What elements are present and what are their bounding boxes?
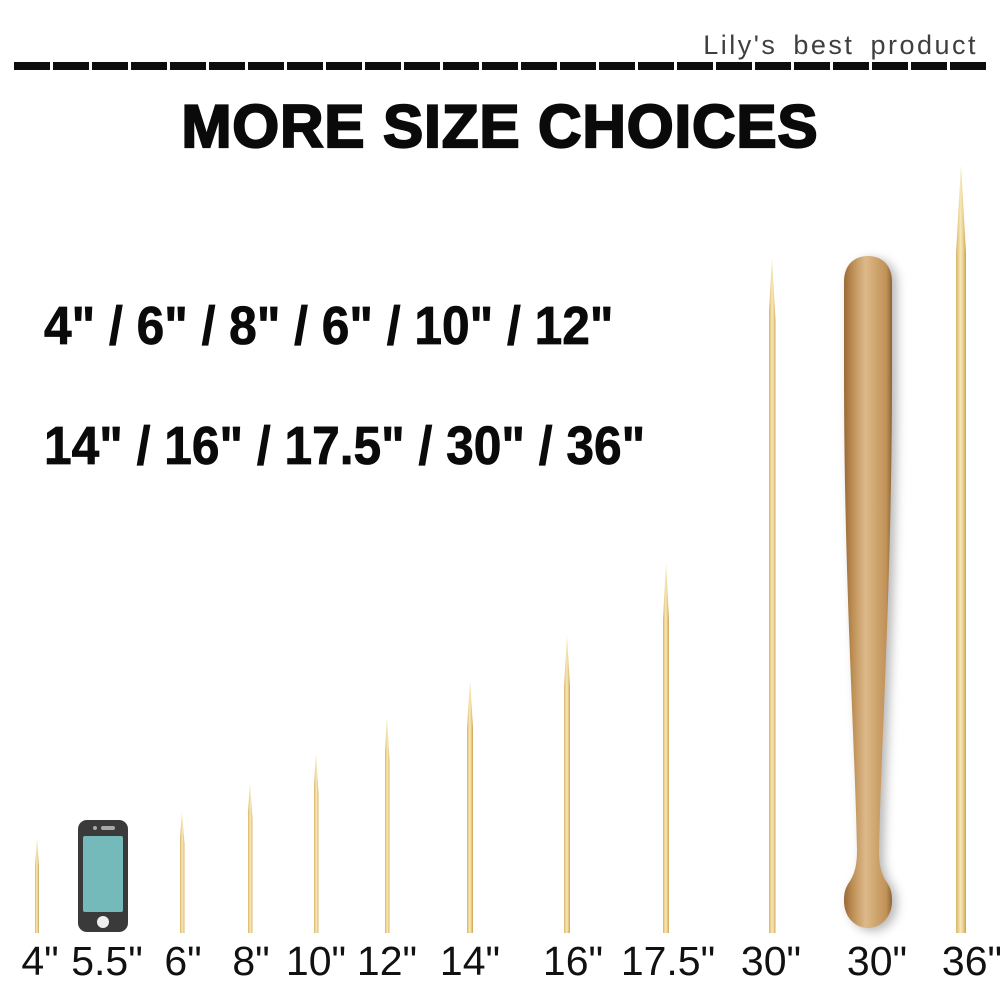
size-label-9: 30": [740, 938, 802, 984]
bamboo-skewer-8in: [247, 783, 253, 933]
phone-speaker: [101, 826, 115, 830]
size-label-4: 10": [285, 938, 347, 984]
baseball-bat: [838, 252, 898, 937]
size-list-line-1: 4" / 6" / 8" / 6" / 10" / 12": [44, 296, 614, 357]
size-label-10: 30": [846, 938, 908, 984]
bamboo-skewer-4in: [35, 838, 39, 933]
size-list-line-2: 14" / 16" / 17.5" / 30" / 36": [44, 416, 646, 477]
size-label-5: 12": [356, 938, 418, 984]
smartphone-icon: [78, 820, 128, 932]
size-label-1: 5.5": [71, 938, 143, 984]
size-label-7: 16": [542, 938, 604, 984]
bamboo-skewer-6in: [179, 812, 185, 933]
size-label-11: 36": [941, 938, 1000, 984]
bamboo-skewer-30in: [768, 258, 776, 933]
phone-home-button: [97, 916, 109, 928]
bamboo-skewer-10in: [313, 753, 319, 933]
divider-bar: [14, 62, 986, 70]
size-label-0: 4": [21, 938, 59, 984]
bamboo-skewer-36in: [956, 165, 966, 933]
size-label-2: 6": [164, 938, 202, 984]
size-label-6: 14": [439, 938, 501, 984]
bamboo-skewer-12in: [384, 717, 390, 933]
phone-camera-dot: [93, 826, 97, 830]
page-title: MORE SIZE CHOICES: [180, 92, 819, 161]
bamboo-skewer-14in: [467, 680, 473, 933]
bamboo-skewer-16in: [564, 635, 570, 933]
size-label-3: 8": [232, 938, 270, 984]
baseball-bat-graphic: [844, 256, 892, 928]
brand-text: Lily's best product: [703, 30, 978, 60]
size-label-8: 17.5": [620, 938, 716, 984]
phone-screen: [83, 836, 123, 912]
bamboo-skewer-17.5in: [663, 563, 669, 933]
